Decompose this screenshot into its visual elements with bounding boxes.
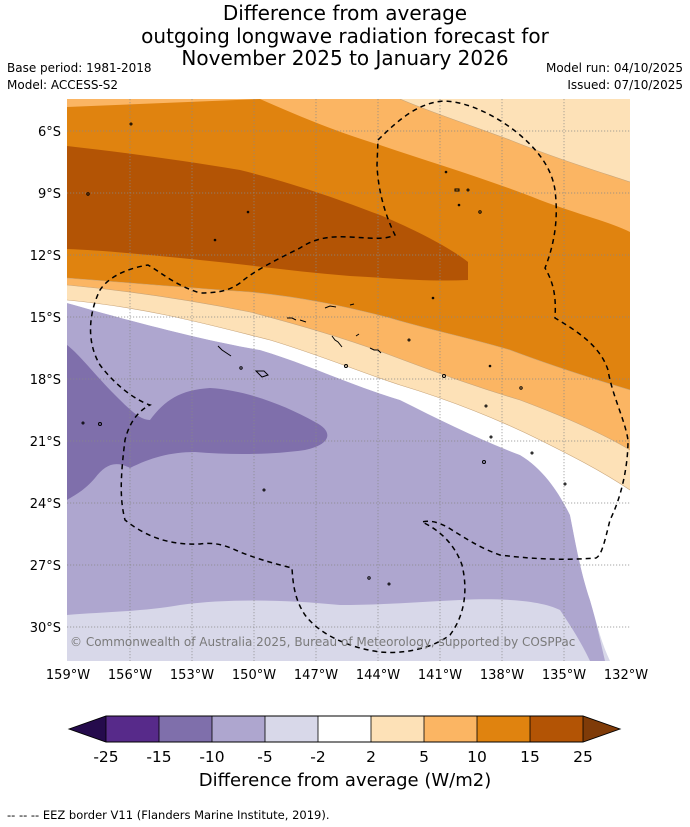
colorbar-segment: [265, 716, 318, 742]
lat-label: 15°S: [30, 311, 61, 326]
base-period: Base period: 1981-2018: [7, 61, 152, 75]
colorbar-segment: [530, 716, 583, 742]
eez-border-line: [89, 100, 629, 654]
colorbar-tick: -2: [310, 748, 325, 766]
colorbar-dividers: [105, 716, 584, 742]
colorbar-segment: [477, 716, 530, 742]
colorbar-ticks: -25 -15 -10 -5 -2 2 5 10 15 25: [93, 748, 593, 766]
lat-label: 12°S: [30, 249, 61, 264]
lat-label: 18°S: [30, 373, 61, 388]
contour-fill-zero: [67, 298, 630, 661]
lon-label: 159°W: [46, 668, 90, 683]
gridlines: [67, 99, 630, 661]
colorbar-tick: -5: [257, 748, 272, 766]
colorbar-segment: [159, 716, 212, 742]
lon-label: 156°W: [108, 668, 152, 683]
latitude-axis: 6°S 9°S 12°S 15°S 18°S 21°S 24°S 27°S 30…: [30, 125, 61, 636]
colorbar-extend-low: [69, 716, 106, 742]
colorbar-tick: 10: [467, 748, 487, 766]
model-name: Model: ACCESS-S2: [7, 78, 119, 92]
contour-fill-minus10: [67, 345, 328, 500]
title-line-1: Difference from average: [222, 1, 468, 25]
colorbar-tick: -15: [146, 748, 171, 766]
metadata-right: Model run: 04/10/2025 Issued: 07/10/2025: [546, 60, 683, 94]
colorbar-title: Difference from average (W/m2): [198, 770, 492, 791]
colorbar-tick: 5: [419, 748, 429, 766]
lon-label: 150°W: [232, 668, 276, 683]
copyright-text: © Commonwealth of Australia 2025, Bureau…: [70, 635, 575, 649]
lat-label: 24°S: [30, 497, 61, 512]
longitude-axis: 159°W 156°W 153°W 150°W 147°W 144°W 141°…: [46, 668, 648, 683]
lon-label: 141°W: [418, 668, 462, 683]
colorbar-tick: 25: [573, 748, 593, 766]
lon-label: 144°W: [356, 668, 400, 683]
colorbar-tick: 2: [366, 748, 376, 766]
title-line-2: outgoing longwave radiation forecast for: [141, 23, 549, 48]
lat-label: 27°S: [30, 559, 61, 574]
contour-lines: [67, 99, 630, 491]
map-panel: © Commonwealth of Australia 2025, Bureau…: [67, 99, 630, 661]
colorbar-tick: -25: [93, 748, 118, 766]
issued-date: Issued: 07/10/2025: [567, 78, 683, 92]
lon-label: 135°W: [542, 668, 586, 683]
chart-title: Difference from average outgoing longwav…: [0, 2, 690, 70]
lat-label: 6°S: [38, 125, 61, 140]
colorbar-segment: [318, 716, 371, 742]
colorbar-segment: [424, 716, 477, 742]
colorbar-tick: 15: [520, 748, 540, 766]
lon-label: 147°W: [294, 668, 338, 683]
model-run: Model run: 04/10/2025: [545, 61, 683, 75]
colorbar-extend-high: [583, 716, 620, 742]
lon-label: 153°W: [170, 668, 214, 683]
lat-label: 9°S: [38, 187, 61, 202]
contour-fill-plus15: [67, 146, 468, 281]
colorbar-segment: [212, 716, 265, 742]
islands: [81, 122, 567, 586]
lat-label: 21°S: [30, 435, 61, 450]
colorbar: -25 -15 -10 -5 -2 2 5 10 15 25: [67, 715, 622, 766]
colorbar-tick: -10: [199, 748, 224, 766]
lat-label: 30°S: [30, 621, 61, 636]
lon-label: 138°W: [480, 668, 524, 683]
title-line-3: November 2025 to January 2026: [181, 46, 509, 70]
colorbar-segment: [106, 716, 159, 742]
metadata-left: Base period: 1981-2018 Model: ACCESS-S2: [7, 60, 152, 94]
colorbar-segment: [371, 716, 424, 742]
footnote: -- -- -- EEZ border V11 (Flanders Marine…: [7, 808, 330, 822]
lon-label: 132°W: [604, 668, 648, 683]
